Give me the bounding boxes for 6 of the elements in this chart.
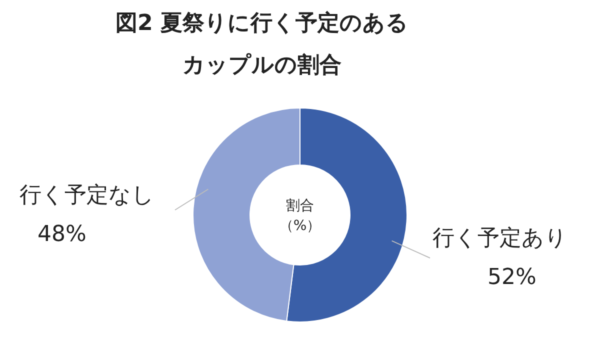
data-label: 48% xyxy=(38,222,86,247)
slice-label: 行く予定なし xyxy=(20,183,154,208)
text: 割合（%） xyxy=(279,198,321,234)
data-label: 52% xyxy=(488,265,536,290)
chart-title: 図2 夏祭りに行く予定のあるカップルの割合 xyxy=(116,10,408,78)
slice-label: 行く予定あり xyxy=(432,226,568,251)
